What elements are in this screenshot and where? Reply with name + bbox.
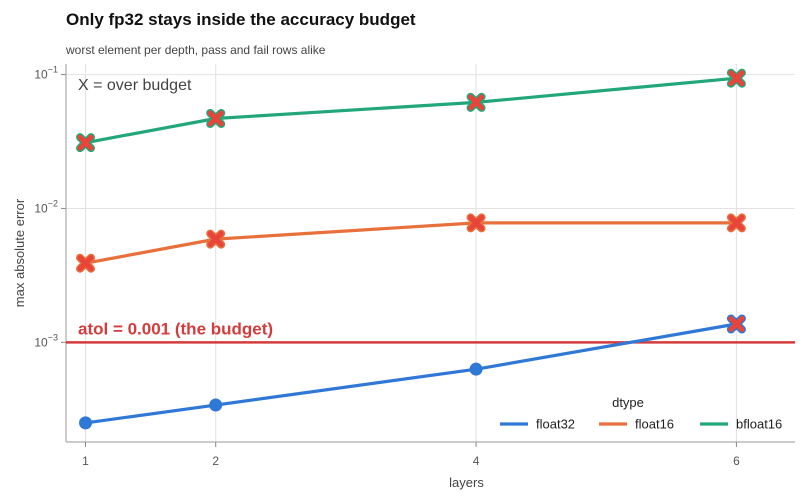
- y-axis-label: max absolute error: [12, 198, 27, 307]
- x-tick-label: 4: [473, 454, 480, 468]
- legend-label: float32: [536, 417, 575, 432]
- over-budget-marker: [728, 70, 745, 87]
- reference-line-group: atol = 0.001 (the budget): [66, 319, 795, 344]
- over-budget-marker: [207, 110, 224, 127]
- over-budget-marker: [468, 214, 485, 231]
- legend-item-bfloat16: bfloat16: [700, 417, 782, 432]
- series-line: [83, 322, 739, 425]
- series-group: [76, 68, 746, 430]
- series-float32: [79, 314, 746, 430]
- over-budget-marker: [728, 316, 745, 333]
- budget-label: atol = 0.001 (the budget): [78, 319, 273, 338]
- chart-subtitle: worst element per depth, pass and fail r…: [66, 43, 326, 57]
- legend-label: float16: [635, 417, 674, 432]
- over-budget-marker: [728, 214, 745, 231]
- chart-title: Only fp32 stays inside the accuracy budg…: [66, 10, 416, 29]
- legend: dtype float32 float16 bfloat16: [500, 395, 782, 432]
- y-tick-label: 10−1: [34, 65, 58, 82]
- y-tick-label: 10−3: [34, 332, 58, 349]
- data-point: [209, 398, 223, 412]
- data-point: [79, 416, 93, 430]
- over-budget-annotation: X = over budget: [78, 77, 192, 94]
- x-axis-label: layers: [449, 475, 484, 490]
- over-budget-marker: [77, 134, 94, 151]
- series-float16: [76, 213, 746, 273]
- series-line: [83, 76, 739, 145]
- legend-item-float32: float32: [500, 417, 575, 432]
- x-tick-label: 2: [212, 454, 219, 468]
- x-tick-label: 6: [733, 454, 740, 468]
- x-tick-label: 1: [82, 454, 89, 468]
- grid-lines: [66, 64, 795, 442]
- y-tick-label: 10−2: [34, 198, 58, 215]
- series-bfloat16: [76, 68, 746, 153]
- data-point: [469, 362, 483, 376]
- legend-item-float16: float16: [599, 417, 674, 432]
- over-budget-marker: [468, 94, 485, 111]
- axes: 1 2 4 6 10−1 10−2 10−3 layers max absolute error: [12, 64, 795, 490]
- legend-label: bfloat16: [736, 417, 782, 432]
- legend-title: dtype: [612, 395, 644, 410]
- over-budget-marker: [207, 231, 224, 248]
- series-line: [83, 221, 739, 265]
- over-budget-marker: [77, 255, 94, 272]
